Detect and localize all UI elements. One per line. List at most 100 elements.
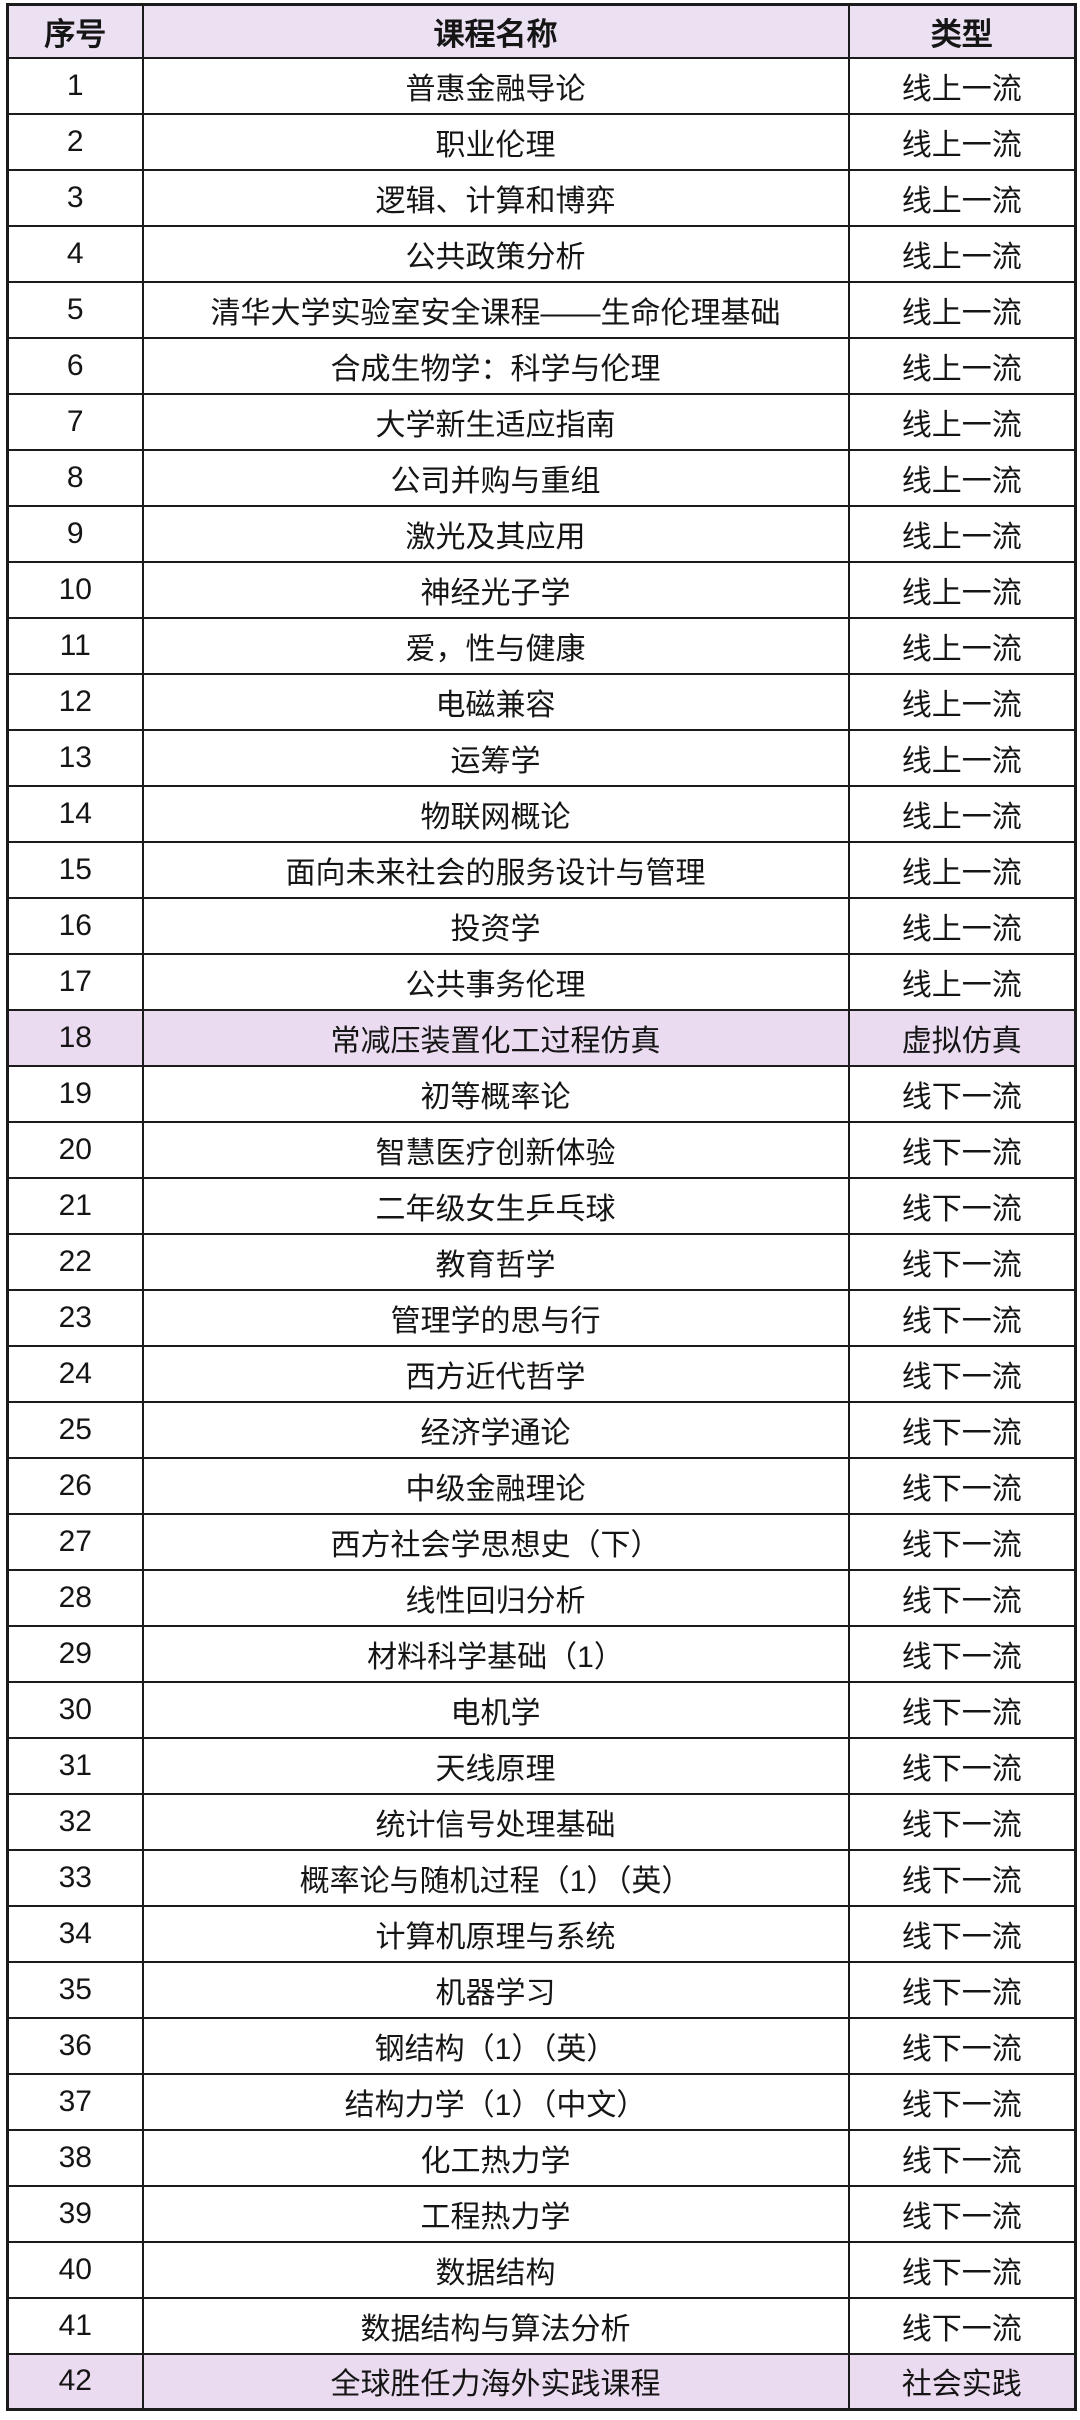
course-type-cell: 社会实践 xyxy=(847,2352,1077,2411)
course-type-cell: 线上一流 xyxy=(847,728,1077,787)
row-number-cell: 9 xyxy=(6,504,144,563)
course-type-cell: 线上一流 xyxy=(847,56,1077,115)
course-type-cell: 线上一流 xyxy=(847,112,1077,171)
table-row: 13 运筹学 线上一流 xyxy=(6,728,1077,787)
course-name-cell: 经济学通论 xyxy=(141,1400,850,1459)
table-row: 29 材料科学基础（1） 线下一流 xyxy=(6,1624,1077,1683)
course-name-cell: 教育哲学 xyxy=(141,1232,850,1291)
row-number-cell: 27 xyxy=(6,1512,144,1571)
row-number-cell: 20 xyxy=(6,1120,144,1179)
course-name-cell: 西方近代哲学 xyxy=(141,1344,850,1403)
course-type-cell: 线上一流 xyxy=(847,840,1077,899)
table-row: 9 激光及其应用 线上一流 xyxy=(6,504,1077,563)
course-name-cell: 初等概率论 xyxy=(141,1064,850,1123)
row-number-cell: 6 xyxy=(6,336,144,395)
row-number-cell: 36 xyxy=(6,2016,144,2075)
table-row: 36 钢结构（1）（英） 线下一流 xyxy=(6,2016,1077,2075)
row-number-cell: 24 xyxy=(6,1344,144,1403)
course-type-cell: 线下一流 xyxy=(847,1904,1077,1963)
course-name-cell: 线性回归分析 xyxy=(141,1568,850,1627)
course-type-cell: 线下一流 xyxy=(847,1680,1077,1739)
table-row: 1 普惠金融导论 线上一流 xyxy=(6,56,1077,115)
course-table: 序号 课程名称 类型 1 普惠金融导论 线上一流 2 职业伦理 线上一流 3 逻… xyxy=(6,3,1077,2411)
row-number-cell: 23 xyxy=(6,1288,144,1347)
course-type-cell: 线下一流 xyxy=(847,1400,1077,1459)
course-type-cell: 线下一流 xyxy=(847,1568,1077,1627)
course-type-cell: 线下一流 xyxy=(847,2184,1077,2243)
row-number-cell: 17 xyxy=(6,952,144,1011)
course-type-cell: 线上一流 xyxy=(847,336,1077,395)
course-name-cell: 普惠金融导论 xyxy=(141,56,850,115)
course-name-cell: 电机学 xyxy=(141,1680,850,1739)
table-row: 25 经济学通论 线下一流 xyxy=(6,1400,1077,1459)
table-row: 39 工程热力学 线下一流 xyxy=(6,2184,1077,2243)
course-name-cell: 管理学的思与行 xyxy=(141,1288,850,1347)
course-name-cell: 职业伦理 xyxy=(141,112,850,171)
course-name-cell: 全球胜任力海外实践课程 xyxy=(141,2352,850,2411)
course-type-cell: 线上一流 xyxy=(847,784,1077,843)
course-name-cell: 公共政策分析 xyxy=(141,224,850,283)
row-number-cell: 11 xyxy=(6,616,144,675)
course-name-cell: 常减压装置化工过程仿真 xyxy=(141,1008,850,1067)
course-name-cell: 计算机原理与系统 xyxy=(141,1904,850,1963)
table-row: 34 计算机原理与系统 线下一流 xyxy=(6,1904,1077,1963)
row-number-cell: 41 xyxy=(6,2296,144,2355)
col-header-no: 序号 xyxy=(6,3,144,59)
row-number-cell: 42 xyxy=(6,2352,144,2411)
course-type-cell: 线上一流 xyxy=(847,504,1077,563)
row-number-cell: 22 xyxy=(6,1232,144,1291)
course-type-cell: 线下一流 xyxy=(847,1624,1077,1683)
course-name-cell: 投资学 xyxy=(141,896,850,955)
course-type-cell: 线上一流 xyxy=(847,280,1077,339)
course-type-cell: 线下一流 xyxy=(847,1736,1077,1795)
row-number-cell: 7 xyxy=(6,392,144,451)
course-name-cell: 工程热力学 xyxy=(141,2184,850,2243)
course-type-cell: 线上一流 xyxy=(847,168,1077,227)
course-type-cell: 虚拟仿真 xyxy=(847,1008,1077,1067)
row-number-cell: 4 xyxy=(6,224,144,283)
table-row: 22 教育哲学 线下一流 xyxy=(6,1232,1077,1291)
course-type-cell: 线下一流 xyxy=(847,1456,1077,1515)
table-row: 7 大学新生适应指南 线上一流 xyxy=(6,392,1077,451)
course-type-cell: 线下一流 xyxy=(847,1960,1077,2019)
table-row: 26 中级金融理论 线下一流 xyxy=(6,1456,1077,1515)
row-number-cell: 15 xyxy=(6,840,144,899)
course-type-cell: 线下一流 xyxy=(847,2072,1077,2131)
course-name-cell: 统计信号处理基础 xyxy=(141,1792,850,1851)
row-number-cell: 18 xyxy=(6,1008,144,1067)
course-name-cell: 机器学习 xyxy=(141,1960,850,2019)
course-type-cell: 线下一流 xyxy=(847,1344,1077,1403)
table-row: 37 结构力学（1）（中文） 线下一流 xyxy=(6,2072,1077,2131)
course-name-cell: 电磁兼容 xyxy=(141,672,850,731)
table-row: 8 公司并购与重组 线上一流 xyxy=(6,448,1077,507)
table-row: 41 数据结构与算法分析 线下一流 xyxy=(6,2296,1077,2355)
course-name-cell: 数据结构与算法分析 xyxy=(141,2296,850,2355)
row-number-cell: 5 xyxy=(6,280,144,339)
course-type-cell: 线上一流 xyxy=(847,616,1077,675)
row-number-cell: 33 xyxy=(6,1848,144,1907)
course-type-cell: 线下一流 xyxy=(847,2240,1077,2299)
course-name-cell: 大学新生适应指南 xyxy=(141,392,850,451)
row-number-cell: 16 xyxy=(6,896,144,955)
course-type-cell: 线下一流 xyxy=(847,1064,1077,1123)
table-row: 12 电磁兼容 线上一流 xyxy=(6,672,1077,731)
table-row: 2 职业伦理 线上一流 xyxy=(6,112,1077,171)
table-body: 1 普惠金融导论 线上一流 2 职业伦理 线上一流 3 逻辑、计算和博弈 线上一… xyxy=(6,56,1077,2411)
course-name-cell: 中级金融理论 xyxy=(141,1456,850,1515)
table-row: 17 公共事务伦理 线上一流 xyxy=(6,952,1077,1011)
row-number-cell: 14 xyxy=(6,784,144,843)
course-type-cell: 线下一流 xyxy=(847,1792,1077,1851)
course-name-cell: 公共事务伦理 xyxy=(141,952,850,1011)
course-name-cell: 合成生物学：科学与伦理 xyxy=(141,336,850,395)
table-row: 24 西方近代哲学 线下一流 xyxy=(6,1344,1077,1403)
course-type-cell: 线下一流 xyxy=(847,2128,1077,2187)
row-number-cell: 3 xyxy=(6,168,144,227)
course-name-cell: 运筹学 xyxy=(141,728,850,787)
row-number-cell: 37 xyxy=(6,2072,144,2131)
course-name-cell: 西方社会学思想史（下） xyxy=(141,1512,850,1571)
table-row: 14 物联网概论 线上一流 xyxy=(6,784,1077,843)
table-row: 15 面向未来社会的服务设计与管理 线上一流 xyxy=(6,840,1077,899)
course-name-cell: 面向未来社会的服务设计与管理 xyxy=(141,840,850,899)
course-name-cell: 天线原理 xyxy=(141,1736,850,1795)
